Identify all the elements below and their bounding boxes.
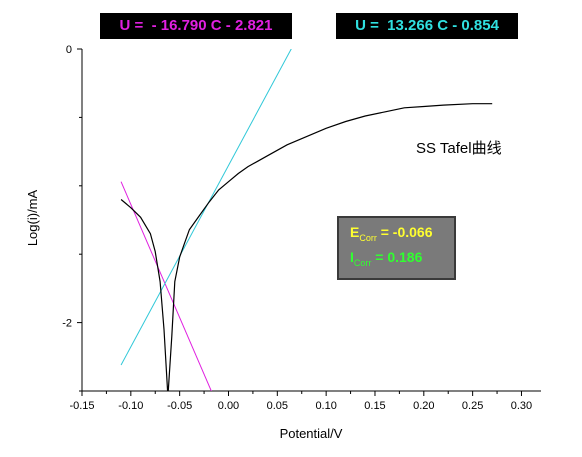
icorr-symbol: I <box>350 249 354 265</box>
y-tick-label: -2 <box>62 318 72 330</box>
corrosion-result-box: ECorr = -0.066 ICorr = 0.186 <box>337 216 456 280</box>
magenta-fit-equation: U = - 16.790 C - 2.821 <box>100 13 292 39</box>
x-tick-label: 0.00 <box>218 400 239 412</box>
tafel-curve <box>120 103 493 391</box>
x-tick-label: 0.20 <box>413 400 434 412</box>
fit-lines <box>120 49 292 391</box>
x-tick-label: -0.10 <box>118 400 143 412</box>
ecorr-value: = -0.066 <box>376 224 433 240</box>
icorr-value: = 0.186 <box>371 249 423 265</box>
x-tick-label: -0.05 <box>167 400 192 412</box>
chart-axes <box>77 48 541 396</box>
x-tick-label: 0.05 <box>267 400 288 412</box>
ecorr-readout: ECorr = -0.066 <box>350 224 433 243</box>
y-tick-label: 0 <box>66 44 72 56</box>
x-tick-label: 0.25 <box>462 400 483 412</box>
x-tick-label: 0.15 <box>364 400 385 412</box>
x-tick-label: 0.10 <box>315 400 336 412</box>
icorr-subscript: Corr <box>353 257 372 268</box>
tick-labels: -0.15 -0.10 -0.05 0.00 0.05 0.10 0.15 0.20 0.25 0… <box>62 44 532 412</box>
magenta-fit-line <box>120 181 212 391</box>
cyan-fit-equation: U = 13.266 C - 0.854 <box>336 13 518 39</box>
series-label: SS Tafel曲线 <box>416 140 502 157</box>
data-series <box>120 103 493 391</box>
x-tick-label: 0.30 <box>511 400 532 412</box>
icorr-readout: ICorr = 0.186 <box>350 249 422 268</box>
ecorr-subscript: Corr <box>359 232 377 243</box>
y-axis-title: Log(i)/mA <box>25 190 40 247</box>
x-tick-label: -0.15 <box>69 400 94 412</box>
ecorr-symbol: E <box>350 224 360 240</box>
x-axis-title: Potential/V <box>280 426 343 441</box>
